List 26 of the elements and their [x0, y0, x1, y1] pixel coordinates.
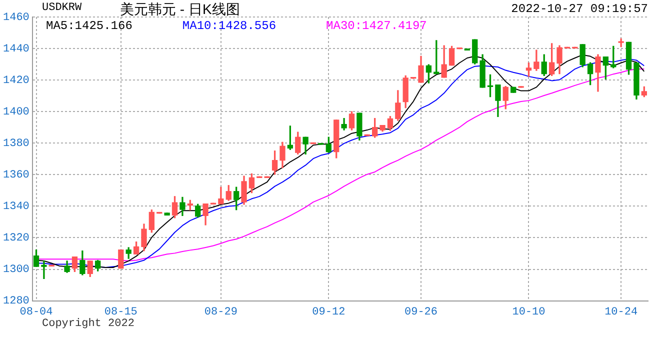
- y-tick-label: 1460: [3, 12, 30, 24]
- x-tick-label: 09-26: [404, 306, 438, 318]
- text: MA30:1427.4197: [326, 19, 427, 33]
- y-tick-label: 1360: [3, 170, 30, 182]
- x-tick-label: 09-12: [312, 306, 346, 318]
- text: MA10:1428.556: [182, 19, 276, 33]
- y-tick-label: 1320: [3, 232, 30, 245]
- y-tick-label: 1420: [3, 74, 30, 87]
- text: Copyright 2022: [42, 318, 134, 330]
- x-tick-label: 08-29: [204, 306, 238, 318]
- y-tick-label: 1280: [3, 296, 30, 308]
- y-tick-label: 1340: [3, 201, 30, 214]
- y-tick-label: 1440: [3, 43, 30, 56]
- text: 2022-10-27 09:19:57: [511, 2, 648, 16]
- y-tick-label: 1380: [3, 138, 30, 150]
- candlestick: [41, 260, 47, 280]
- chart-title: 美元韩元 - 日K线图: [120, 1, 240, 19]
- x-tick-label: 08-04: [20, 306, 54, 318]
- x-tick-label: 10-10: [512, 306, 546, 318]
- candlestick: [618, 38, 624, 48]
- y-tick-label: 1400: [3, 106, 30, 119]
- text: MA5:1425.166: [46, 19, 132, 33]
- x-tick-label: 08-15: [104, 306, 138, 318]
- x-tick-label: 10-24: [604, 306, 638, 318]
- text: USDKRW: [42, 2, 82, 14]
- y-tick-label: 1300: [3, 264, 30, 276]
